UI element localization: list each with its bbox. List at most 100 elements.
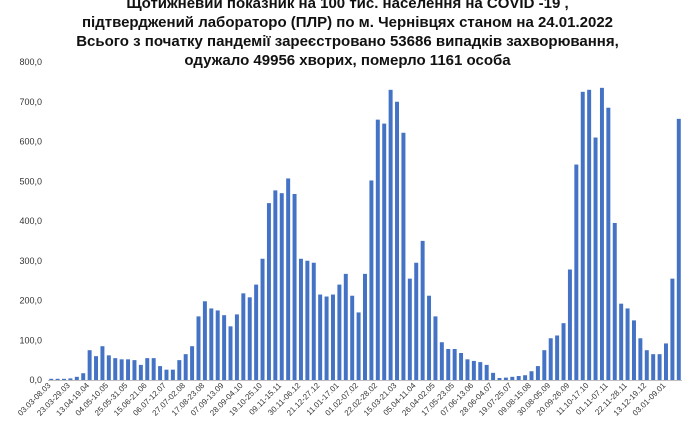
bar — [324, 296, 329, 380]
y-axis: 0,0 100,0 200,0 300,0 400,0 500,0 600,0 700,0 80… — [19, 57, 42, 385]
bar — [593, 137, 598, 380]
bar — [350, 295, 355, 380]
bar — [126, 359, 131, 380]
bar — [644, 350, 649, 380]
x-tick-labels: 03.03-08.0323.03-29.0313.04-19.0404.05-1… — [16, 381, 668, 418]
bar — [542, 350, 547, 380]
bar — [234, 314, 239, 380]
bar — [190, 346, 195, 380]
bar — [106, 355, 111, 380]
y-tick-label: 0,0 — [29, 375, 42, 385]
bar — [337, 284, 342, 380]
y-tick-label: 800,0 — [19, 57, 42, 67]
bar — [465, 359, 470, 380]
y-tick-label: 400,0 — [19, 216, 42, 226]
bar — [484, 364, 489, 380]
bar — [471, 360, 476, 380]
y-tick-label: 300,0 — [19, 256, 42, 266]
bar — [177, 360, 182, 381]
bar — [62, 378, 66, 380]
bar — [478, 362, 483, 380]
bar — [561, 323, 566, 380]
bar — [241, 293, 246, 380]
bar — [254, 284, 259, 380]
bar — [273, 190, 278, 380]
bar — [164, 369, 169, 380]
bar — [228, 326, 233, 380]
bar — [286, 178, 291, 380]
bar — [158, 366, 163, 380]
bar — [638, 338, 643, 380]
bar — [420, 240, 425, 381]
bar — [523, 375, 528, 380]
bar — [170, 369, 175, 380]
bar — [651, 354, 656, 380]
bar — [87, 350, 92, 380]
bar — [292, 193, 297, 380]
bar — [279, 193, 284, 380]
bar — [529, 371, 534, 380]
y-tick-label: 500,0 — [19, 176, 42, 186]
bar — [343, 273, 348, 380]
bar — [395, 101, 399, 380]
bar — [516, 376, 521, 380]
bar — [356, 312, 361, 380]
bar — [567, 269, 572, 380]
bar — [375, 119, 380, 380]
bar — [138, 364, 143, 380]
bar — [369, 180, 374, 380]
bar — [388, 89, 393, 380]
bar — [439, 342, 444, 380]
bar — [452, 349, 457, 380]
bar — [119, 359, 124, 380]
bar — [266, 203, 271, 380]
y-tick-label: 200,0 — [19, 296, 42, 306]
chart-title-line-2: підтверджений лабораторо (ПЛР) по м. Чер… — [81, 14, 614, 31]
bar — [260, 258, 265, 380]
bar — [599, 87, 604, 380]
bar — [401, 132, 406, 380]
bar — [311, 262, 316, 380]
bar — [94, 356, 99, 380]
bar — [305, 260, 310, 380]
bar — [298, 258, 303, 380]
bar — [580, 91, 585, 380]
bar — [49, 378, 54, 380]
bar — [68, 378, 73, 380]
bar — [183, 354, 188, 380]
bar — [446, 349, 451, 380]
bar — [247, 297, 252, 380]
bar — [497, 378, 502, 380]
bar — [574, 164, 579, 380]
bar — [587, 89, 592, 380]
chart-title: Щотижневий показник на 100 тис. населенн… — [0, 0, 695, 70]
chart-title-line-1: Щотижневий показник на 100 тис. населенн… — [126, 0, 569, 12]
bar — [151, 358, 156, 380]
bar — [606, 107, 611, 381]
bar — [548, 338, 553, 380]
bar — [631, 320, 636, 381]
bar — [459, 352, 464, 380]
bar — [222, 315, 227, 380]
bar — [433, 316, 438, 380]
bar — [209, 308, 214, 380]
bar — [612, 222, 617, 380]
bar — [555, 335, 560, 380]
bar — [74, 376, 79, 380]
bar — [318, 294, 323, 380]
bar — [132, 360, 137, 381]
bar — [535, 366, 540, 380]
y-tick-label: 100,0 — [19, 335, 42, 345]
bar — [363, 273, 367, 380]
bar — [676, 118, 681, 380]
bar — [414, 262, 419, 380]
bar — [215, 310, 220, 380]
bar — [196, 316, 201, 380]
bar — [113, 358, 118, 380]
bar — [407, 278, 412, 380]
chart-title-line-3: Всього з початку пандемії зареєстровано … — [76, 33, 619, 50]
bars — [49, 87, 681, 381]
bar — [382, 123, 387, 381]
